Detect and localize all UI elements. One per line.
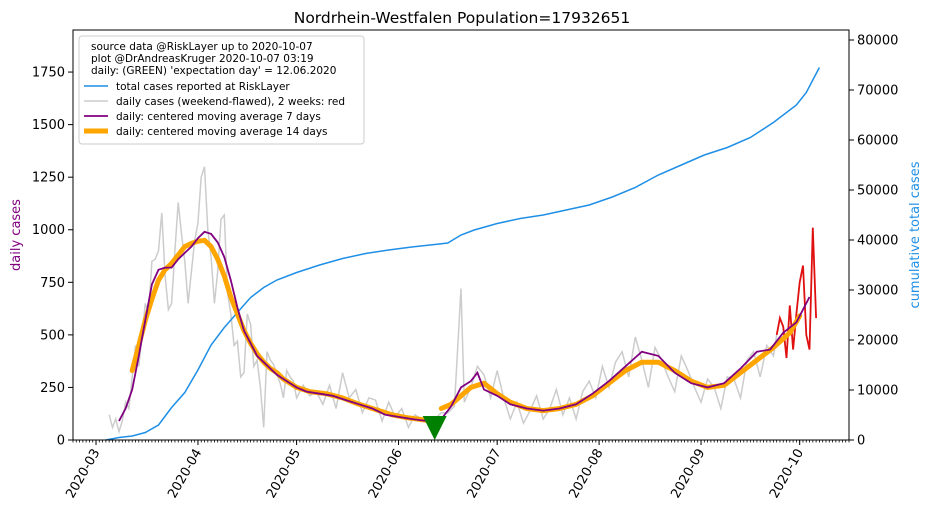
legend-label-ma7: daily: centered moving average 7 days xyxy=(116,111,321,123)
daily-cases-recent-line xyxy=(775,227,817,359)
y-right-tick-label-5: 50000 xyxy=(857,184,898,199)
legend-label-ma14: daily: centered moving average 14 days xyxy=(116,126,328,138)
y-right-tick-label-4: 40000 xyxy=(857,234,898,249)
y-right-tick-label-8: 80000 xyxy=(857,34,898,49)
y-left-tick-label-5: 1250 xyxy=(32,171,65,186)
y-right-tick-label-1: 10000 xyxy=(857,384,898,399)
legend-label-total: total cases reported at RiskLayer xyxy=(116,81,290,93)
plot-lines xyxy=(105,67,821,441)
y-axis-left-label: daily cases xyxy=(9,199,24,271)
y-left-tick-label-2: 500 xyxy=(40,328,65,343)
legend-box xyxy=(78,35,365,145)
legend: source data @RiskLayer up to 2020-10-07 … xyxy=(78,35,365,145)
y-left-tick-label-1: 250 xyxy=(40,381,65,396)
legend-label-daily: daily cases (weekend-flawed), 2 weeks: r… xyxy=(116,96,345,108)
y-right-tick-label-2: 20000 xyxy=(857,334,898,349)
moving-average-7-line xyxy=(118,230,811,423)
y-right-tick-label-0: 0 xyxy=(857,434,865,449)
y-left-tick-label-7: 1750 xyxy=(32,66,65,81)
y-axis-right-label: cumulative total cases xyxy=(908,161,923,308)
y-left-tick-label-3: 750 xyxy=(40,276,65,291)
daily-cases-line xyxy=(108,166,778,435)
y-left-tick-label-4: 1000 xyxy=(32,223,65,238)
y-right-tick-label-6: 60000 xyxy=(857,134,898,149)
legend-note-expectation: daily: (GREEN) 'expectation day' = 12.06… xyxy=(91,65,336,77)
moving-average-14-line-1 xyxy=(438,313,803,414)
y-left-tick-label-0: 0 xyxy=(57,434,65,449)
legend-note-plot: plot @DrAndreasKruger 2020-10-07 03:19 xyxy=(91,53,314,65)
chart-title: Nordrhein-Westfalen Population=17932651 xyxy=(294,9,631,27)
y-right-tick-label-3: 30000 xyxy=(857,284,898,299)
legend-note-source: source data @RiskLayer up to 2020-10-07 xyxy=(91,41,313,53)
y-left-tick-label-6: 1500 xyxy=(32,118,65,133)
total-cases-line xyxy=(105,67,821,441)
expectation-day-marker xyxy=(422,416,447,440)
y-right-tick-label-7: 70000 xyxy=(857,84,898,99)
